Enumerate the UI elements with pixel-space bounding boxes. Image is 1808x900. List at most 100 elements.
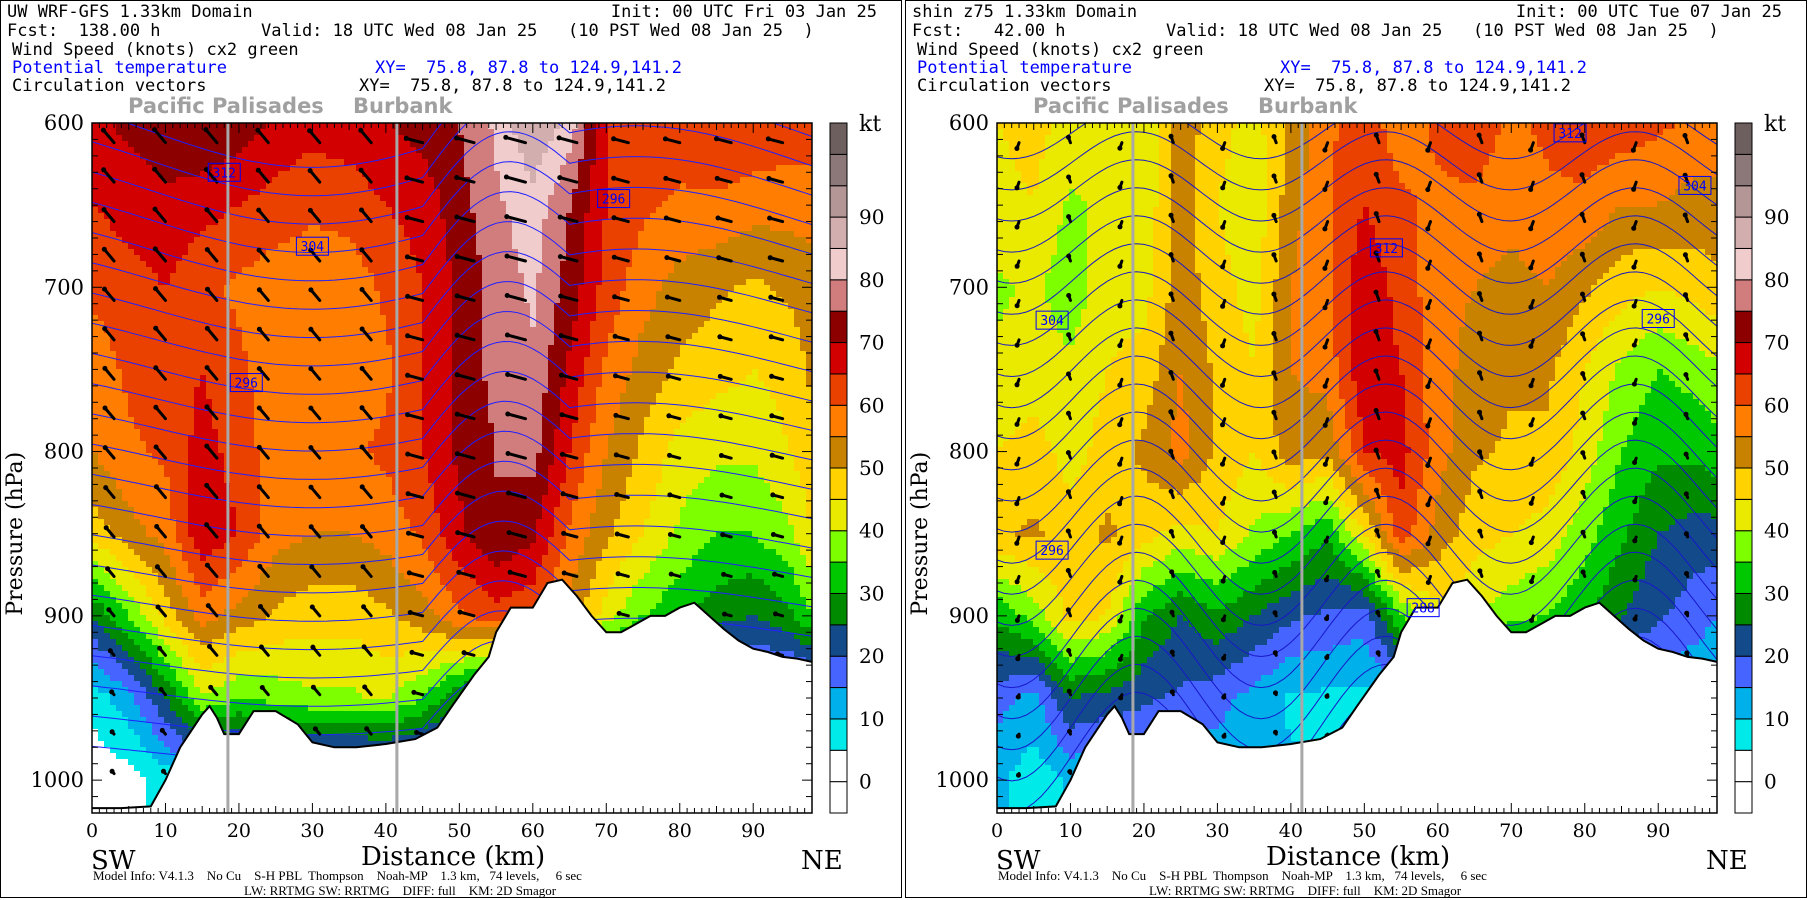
wind-speed-cell — [602, 231, 609, 238]
wind-speed-cell — [284, 147, 291, 154]
wind-speed-cell — [380, 165, 387, 172]
wind-speed-cell — [572, 153, 579, 160]
wind-speed-cell — [260, 321, 267, 328]
wind-speed-cell — [626, 147, 633, 154]
wind-speed-cell — [434, 339, 441, 346]
wind-speed-cell — [314, 315, 321, 322]
wind-speed-cell — [662, 321, 669, 328]
wind-speed-cell — [500, 261, 507, 268]
wind-speed-cell — [260, 333, 267, 340]
wind-speed-cell — [122, 279, 129, 286]
wind-speed-cell — [704, 213, 711, 220]
wind-speed-cell — [410, 141, 417, 148]
wind-speed-cell — [770, 339, 777, 346]
wind-speed-cell — [218, 309, 225, 316]
wind-speed-cell — [128, 207, 135, 214]
wind-speed-cell — [290, 189, 297, 196]
wind-speed-cell — [176, 249, 183, 256]
wind-speed-cell — [752, 297, 759, 304]
wind-speed-cell — [284, 225, 291, 232]
wind-speed-cell — [710, 327, 717, 334]
wind-speed-cell — [386, 213, 393, 220]
wind-speed-cell — [554, 213, 561, 220]
wind-speed-cell — [242, 135, 249, 142]
wind-speed-cell — [536, 153, 543, 160]
wind-speed-cell — [422, 147, 429, 154]
wind-speed-cell — [164, 213, 171, 220]
wind-speed-cell — [314, 267, 321, 274]
wind-speed-cell — [182, 159, 189, 166]
wind-speed-cell — [614, 213, 621, 220]
wind-speed-cell — [548, 159, 555, 166]
wind-speed-cell — [134, 369, 141, 376]
wind-speed-cell — [512, 243, 519, 250]
wind-speed-cell — [254, 255, 261, 262]
wind-speed-cell — [260, 249, 267, 256]
wind-speed-cell — [746, 123, 753, 130]
wind-speed-cell — [140, 285, 147, 292]
wind-speed-cell — [530, 201, 537, 208]
wind-speed-cell — [488, 297, 495, 304]
wind-speed-cell — [254, 219, 261, 226]
wind-speed-cell — [254, 123, 261, 130]
wind-speed-cell — [152, 237, 159, 244]
wind-speed-cell — [398, 213, 405, 220]
wind-speed-cell — [728, 231, 735, 238]
wind-speed-cell — [176, 303, 183, 310]
wind-speed-cell — [92, 165, 99, 172]
wind-speed-cell — [134, 237, 141, 244]
wind-speed-cell — [254, 321, 261, 328]
wind-speed-cell — [176, 171, 183, 178]
wind-speed-cell — [626, 207, 633, 214]
wind-speed-cell — [236, 243, 243, 250]
wind-speed-cell — [674, 135, 681, 142]
wind-speed-cell — [344, 183, 351, 190]
wind-speed-cell — [668, 183, 675, 190]
wind-speed-cell — [518, 333, 525, 340]
wind-speed-cell — [314, 369, 321, 376]
wind-speed-cell — [296, 255, 303, 262]
wind-speed-cell — [626, 165, 633, 172]
wind-speed-cell — [596, 135, 603, 142]
wind-speed-cell — [110, 153, 117, 160]
wind-speed-cell — [704, 363, 711, 370]
wind-speed-cell — [602, 321, 609, 328]
wind-speed-cell — [236, 255, 243, 262]
wind-speed-cell — [446, 195, 453, 202]
wind-speed-cell — [542, 213, 549, 220]
wind-speed-cell — [488, 339, 495, 346]
wind-speed-cell — [452, 237, 459, 244]
wind-speed-cell — [740, 147, 747, 154]
wind-speed-cell — [422, 261, 429, 268]
wind-speed-cell — [524, 171, 531, 178]
wind-speed-cell — [476, 207, 483, 214]
wind-speed-cell — [104, 141, 111, 148]
wind-speed-cell — [506, 249, 513, 256]
wind-speed-cell — [248, 297, 255, 304]
wind-speed-cell — [596, 183, 603, 190]
wind-speed-cell — [104, 207, 111, 214]
wind-speed-cell — [512, 231, 519, 238]
wind-speed-cell — [566, 357, 573, 364]
wind-speed-cell — [674, 315, 681, 322]
wind-speed-cell — [740, 201, 747, 208]
wind-speed-cell — [434, 153, 441, 160]
wind-speed-cell — [284, 291, 291, 298]
wind-speed-cell — [272, 225, 279, 232]
wind-speed-cell — [404, 369, 411, 376]
wind-speed-cell — [278, 129, 285, 136]
wind-speed-cell — [410, 339, 417, 346]
wind-speed-cell — [476, 249, 483, 256]
wind-speed-cell — [794, 267, 801, 274]
wind-speed-cell — [656, 237, 663, 244]
wind-speed-cell — [572, 291, 579, 298]
wind-speed-cell — [452, 129, 459, 136]
wind-speed-cell — [482, 345, 489, 352]
wind-speed-cell — [134, 207, 141, 214]
wind-speed-cell — [248, 141, 255, 148]
wind-speed-cell — [446, 123, 453, 130]
wind-speed-cell — [254, 285, 261, 292]
wind-speed-cell — [614, 309, 621, 316]
wind-speed-cell — [614, 243, 621, 250]
wind-speed-cell — [524, 195, 531, 202]
